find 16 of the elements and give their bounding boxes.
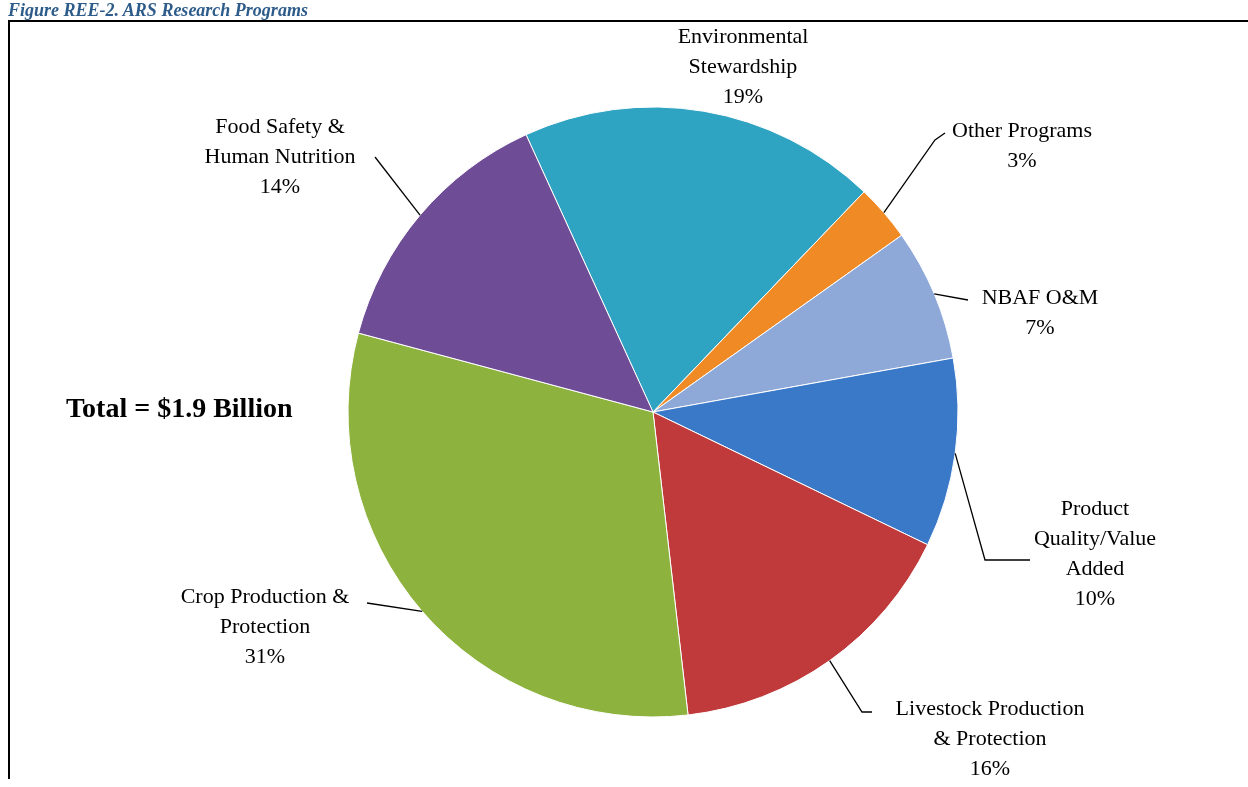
- slice-label: Product Quality/Value Added: [1033, 495, 1157, 580]
- data-label: 16%: [969, 755, 1011, 780]
- data-label: 7%: [1025, 314, 1055, 339]
- slice-label: Crop Production & Protection: [180, 583, 350, 638]
- slice-label: Food Safety & Human Nutrition: [204, 113, 356, 168]
- text: Total = $1.9 Billion: [66, 392, 293, 424]
- chart-title: Figure REE-2. ARS Research Programs: [8, 0, 309, 20]
- data-label: 3%: [1007, 147, 1037, 172]
- data-label: 31%: [244, 643, 286, 668]
- slice-label: Environmental Stewardship: [677, 23, 809, 78]
- data-label: 10%: [1074, 585, 1116, 610]
- slice-label: Other Programs: [952, 117, 1092, 142]
- slice-label: NBAF O&M: [981, 284, 1099, 309]
- slice-label: Livestock Production & Protection: [895, 695, 1085, 750]
- data-label: 14%: [259, 173, 301, 198]
- data-label: 19%: [722, 83, 764, 108]
